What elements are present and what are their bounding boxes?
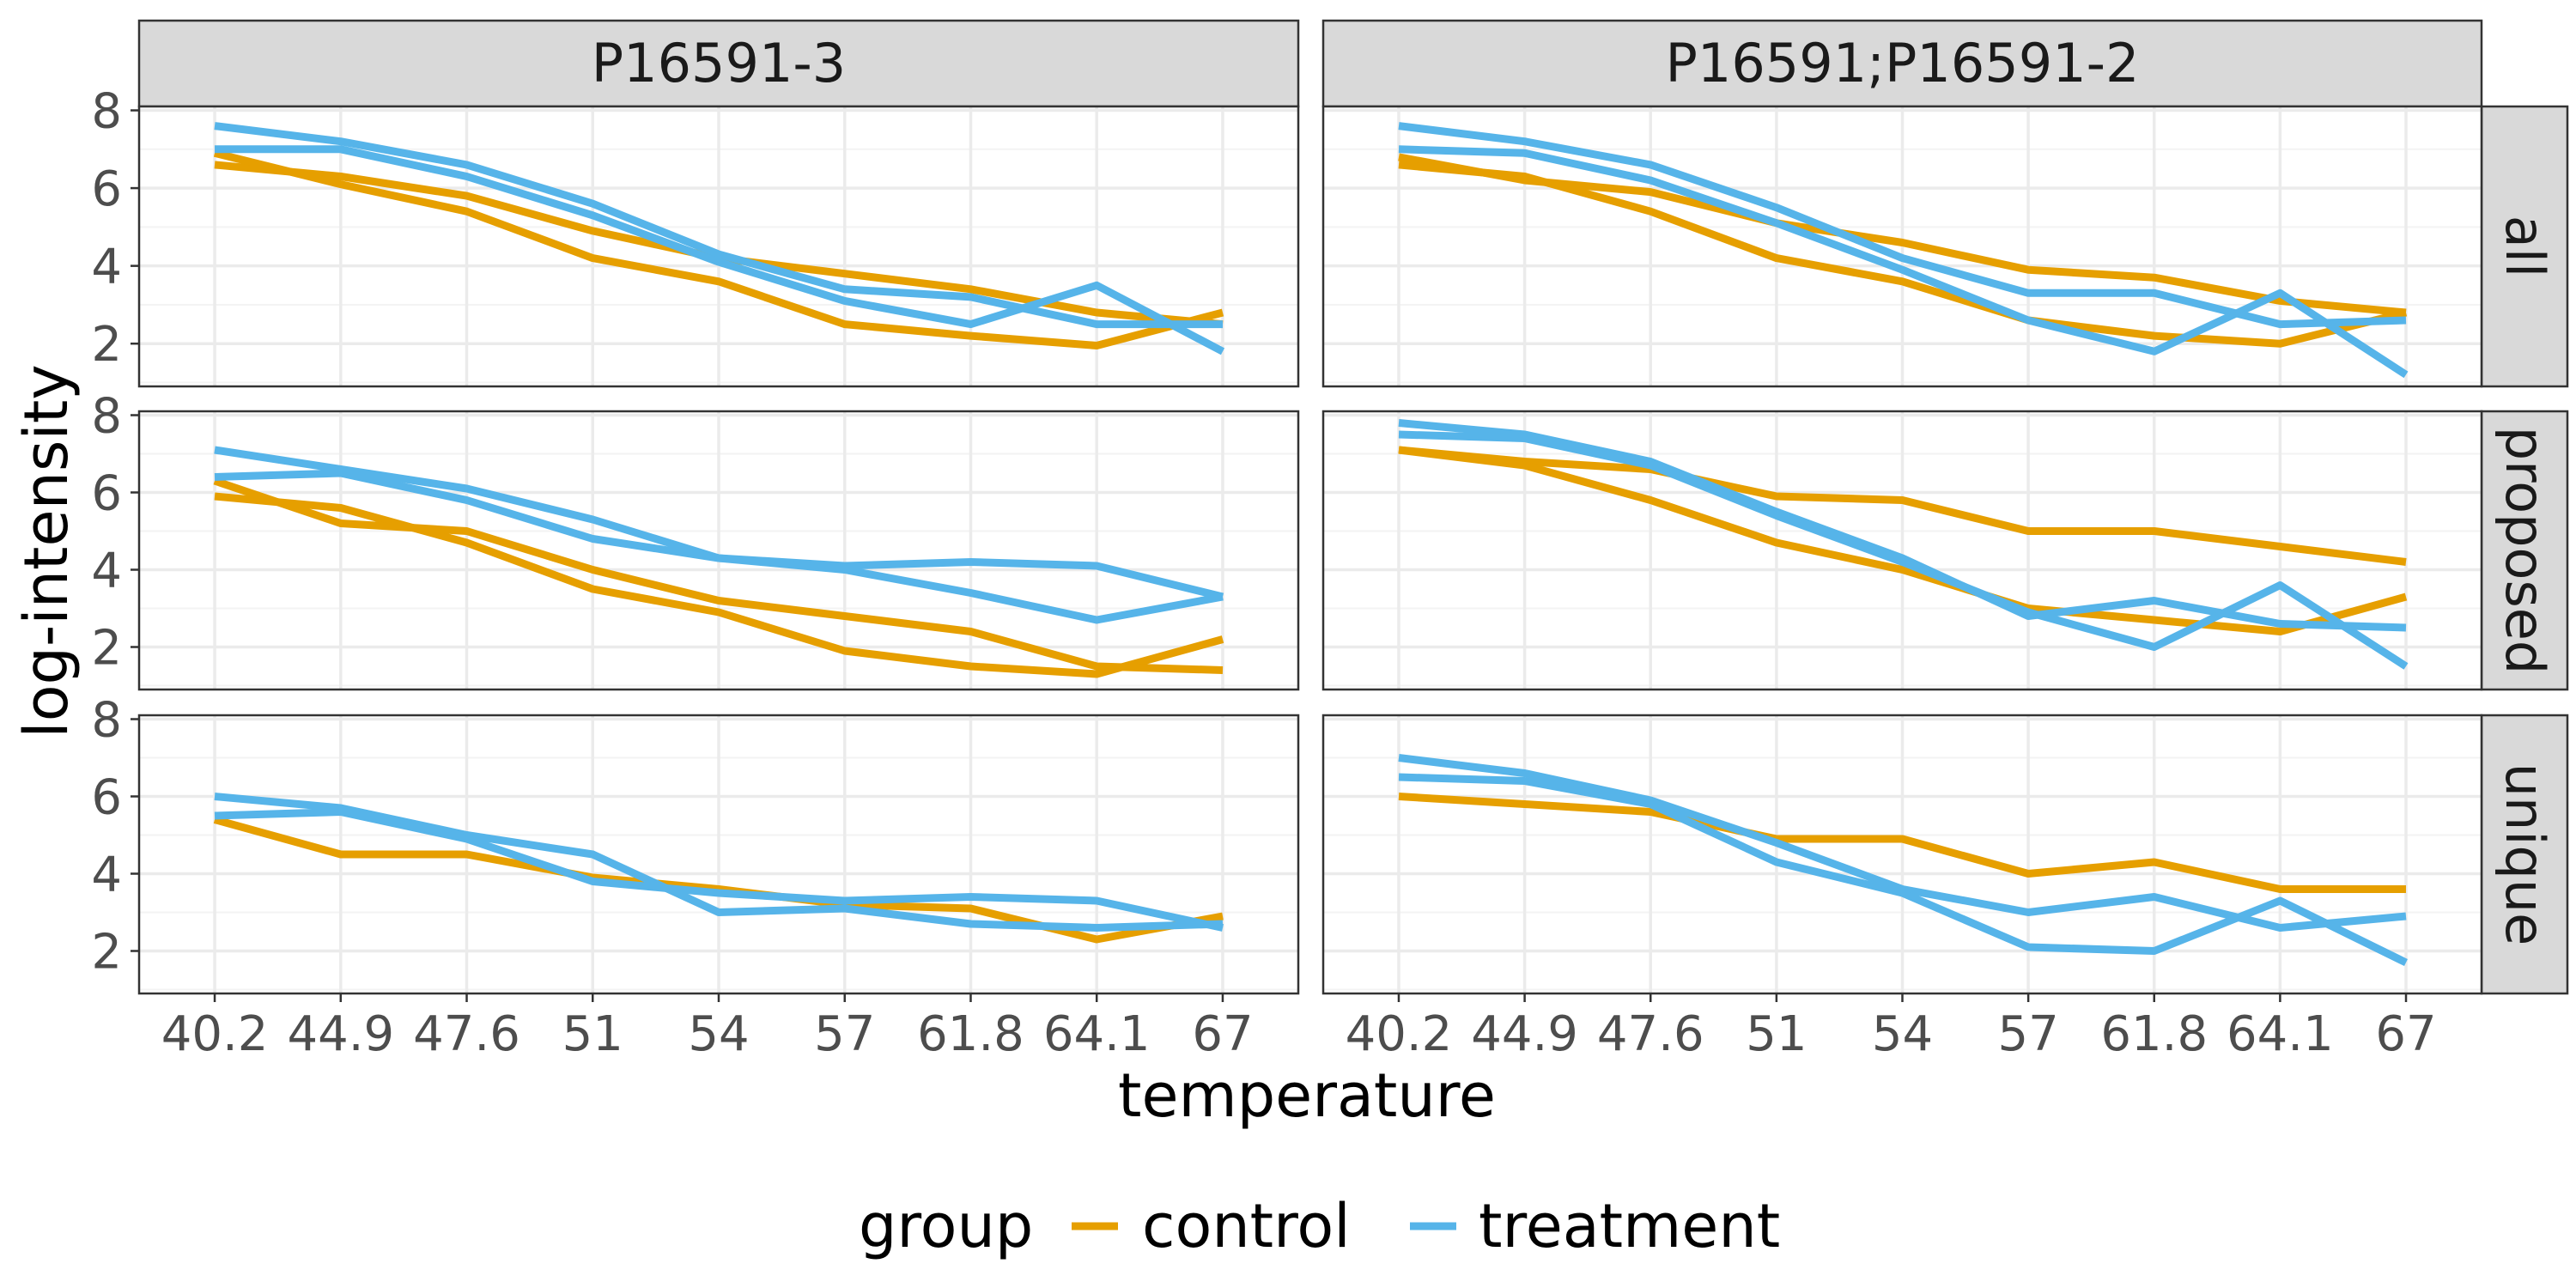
y-tick-label: 4 — [91, 848, 122, 903]
facet-strips: P16591-3 P16591;P16591-2 all proposed unique — [137, 19, 2569, 995]
x-tick-label: 64.1 — [1043, 1006, 1151, 1062]
row-strip-label: proposed — [2494, 427, 2556, 675]
series-line-treatment — [214, 469, 1224, 624]
series-line-treatment — [1398, 430, 2409, 670]
series-line-control — [213, 149, 1224, 349]
series-line-control — [1398, 446, 2407, 566]
series-line-control — [214, 492, 1224, 678]
x-tick-label: 44.9 — [1471, 1006, 1578, 1062]
panel-border — [1321, 105, 2483, 388]
panel-border — [1321, 410, 2483, 691]
x-tick-label: 44.9 — [287, 1006, 394, 1062]
y-tick-label: 6 — [91, 466, 122, 522]
panel-border — [137, 410, 1300, 691]
x-tick-label: 57 — [814, 1006, 875, 1062]
row-strip-label: unique — [2494, 763, 2556, 946]
series-line-treatment — [214, 808, 1224, 932]
legend-label-control: control — [1142, 1191, 1351, 1261]
series-line-treatment — [1398, 145, 2409, 379]
panel — [1321, 105, 2483, 388]
legend: group control treatment — [859, 1191, 1780, 1261]
column-strip — [137, 19, 1300, 108]
panel — [1321, 714, 2483, 995]
y-tick-label: 8 — [91, 693, 122, 749]
y-tick-label: 6 — [91, 161, 122, 217]
x-tick-label: 51 — [1746, 1006, 1807, 1062]
panel — [137, 105, 1300, 388]
y-axis-title: log-intensity — [11, 364, 82, 738]
x-tick-label: 54 — [688, 1006, 749, 1062]
y-tick-label: 6 — [91, 770, 122, 826]
x-tick-label: 67 — [2375, 1006, 2436, 1062]
panel-border — [137, 105, 1300, 388]
x-tick-label: 40.2 — [1346, 1006, 1453, 1062]
panel — [137, 410, 1300, 691]
x-tick-label: 61.8 — [2100, 1006, 2208, 1062]
y-tick-label: 8 — [91, 389, 122, 445]
series-line-control — [213, 477, 1224, 674]
series-line-treatment — [215, 145, 1225, 355]
column-strip-label: P16591-3 — [592, 32, 846, 94]
y-tick-label: 2 — [91, 925, 122, 981]
row-strip — [2480, 410, 2569, 691]
legend-title: group — [859, 1191, 1033, 1261]
series-line-control — [1398, 793, 2406, 893]
x-tick-label: 64.1 — [2227, 1006, 2334, 1062]
panel — [1321, 410, 2483, 691]
y-tick-label: 4 — [91, 544, 122, 599]
row-strip — [2480, 714, 2569, 995]
column-strip-label: P16591;P16591-2 — [1666, 32, 2140, 94]
x-tick-label: 61.8 — [917, 1006, 1024, 1062]
y-tick-label: 2 — [91, 621, 122, 677]
series-line-control — [1398, 446, 2408, 635]
x-tick-label: 54 — [1872, 1006, 1933, 1062]
x-axis-title: temperature — [1118, 1060, 1496, 1131]
panel — [137, 714, 1300, 995]
series-line-treatment — [214, 122, 1223, 329]
series-line-treatment — [1398, 773, 2408, 967]
x-tick-label: 47.6 — [413, 1006, 520, 1062]
axes: 2 4 6 8 2 4 6 8 2 4 6 8 40.2 44.9 47.6 51 54 57 61.8 64.1 67… — [91, 84, 2436, 1062]
y-tick-label: 2 — [91, 317, 122, 373]
x-tick-label: 57 — [1997, 1006, 2058, 1062]
y-tick-label: 8 — [91, 84, 122, 140]
facet-panels — [137, 105, 2483, 995]
column-strip — [1321, 19, 2483, 108]
x-tick-label: 51 — [562, 1006, 623, 1062]
row-strip — [2480, 105, 2569, 388]
x-tick-label: 40.2 — [161, 1006, 269, 1062]
row-strip-label: all — [2494, 216, 2556, 277]
x-tick-label: 47.6 — [1597, 1006, 1704, 1062]
y-tick-label: 4 — [91, 240, 122, 295]
series-line-control — [1398, 161, 2408, 348]
x-tick-label: 67 — [1192, 1006, 1253, 1062]
legend-label-treatment: treatment — [1479, 1191, 1780, 1261]
